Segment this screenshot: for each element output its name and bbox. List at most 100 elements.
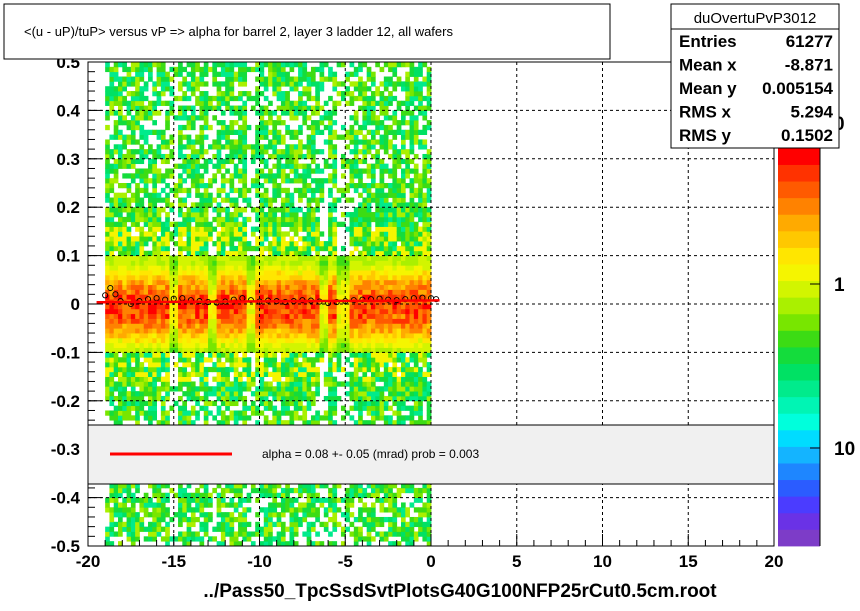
- heatmap-cell: [148, 163, 153, 169]
- heatmap-cell: [379, 274, 385, 281]
- heatmap-cell: [246, 371, 252, 377]
- heatmap-cell: [135, 304, 140, 310]
- heatmap-cell: [152, 492, 157, 498]
- heatmap-cell: [105, 187, 110, 194]
- heatmap-cell: [148, 279, 153, 286]
- heatmap-cell: [358, 395, 363, 402]
- heatmap-cell: [122, 197, 127, 203]
- heatmap-cell: [220, 241, 226, 247]
- heatmap-cell: [212, 362, 218, 368]
- heatmap-cell: [302, 62, 308, 68]
- heatmap-cell: [306, 347, 312, 353]
- heatmap-cell: [289, 149, 295, 155]
- heatmap-cell: [118, 265, 123, 271]
- heatmap-cell: [178, 197, 183, 203]
- heatmap-cell: [130, 255, 136, 261]
- heatmap-cell: [139, 507, 145, 513]
- heatmap-cell: [302, 507, 308, 513]
- heatmap-cell: [370, 216, 376, 223]
- heatmap-cell: [276, 115, 282, 121]
- heatmap-cell: [148, 502, 153, 508]
- heatmap-cell: [190, 279, 196, 286]
- heatmap-cell: [379, 405, 385, 411]
- heatmap-cell: [383, 231, 389, 237]
- heatmap-cell: [353, 279, 359, 286]
- heatmap-cell: [255, 212, 260, 218]
- heatmap-cell: [358, 391, 363, 397]
- heatmap-cell: [208, 318, 213, 324]
- heatmap-cell: [358, 512, 363, 518]
- heatmap-cell: [195, 497, 200, 503]
- heatmap-cell: [229, 381, 235, 387]
- heatmap-cell: [186, 507, 192, 513]
- heatmap-cell: [353, 221, 359, 227]
- heatmap-cell: [238, 526, 243, 532]
- heatmap-cell: [148, 202, 153, 208]
- heatmap-cell: [280, 153, 286, 160]
- heatmap-cell: [152, 265, 157, 271]
- heatmap-cell: [323, 289, 329, 295]
- heatmap-cell: [212, 308, 218, 315]
- heatmap-cell: [272, 245, 278, 252]
- heatmap-cell: [186, 231, 192, 237]
- heatmap-cell: [289, 274, 295, 281]
- heatmap-cell: [105, 323, 110, 329]
- heatmap-cell: [113, 71, 119, 77]
- heatmap-cell: [190, 255, 196, 261]
- heatmap-cell: [310, 395, 316, 402]
- heatmap-cell: [358, 347, 363, 353]
- heatmap-cell: [178, 502, 183, 508]
- heatmap-cell: [212, 115, 218, 121]
- heatmap-cell: [272, 410, 278, 416]
- heatmap-cell: [225, 168, 230, 174]
- heatmap-cell: [143, 507, 149, 513]
- heatmap-cell: [122, 158, 127, 165]
- heatmap-cell: [383, 144, 389, 150]
- heatmap-cell: [190, 163, 196, 169]
- heatmap-cell: [203, 197, 209, 203]
- heatmap-cell: [255, 129, 260, 135]
- heatmap-cell: [130, 260, 136, 266]
- heatmap-cell: [238, 62, 243, 68]
- heatmap-cell: [306, 139, 312, 145]
- heatmap-cell: [173, 536, 179, 542]
- heatmap-cell: [358, 279, 363, 286]
- heatmap-cell: [263, 386, 269, 392]
- heatmap-cell: [169, 100, 175, 106]
- heatmap-cell: [156, 333, 162, 339]
- heatmap-cell: [238, 328, 243, 334]
- heatmap-cell: [156, 207, 162, 213]
- heatmap-cell: [242, 231, 248, 237]
- heatmap-cell: [203, 95, 209, 102]
- heatmap-cell: [242, 158, 248, 165]
- heatmap-cell: [148, 197, 153, 203]
- heatmap-cell: [195, 241, 200, 247]
- heatmap-cell: [379, 255, 385, 261]
- heatmap-cell: [143, 81, 149, 87]
- heatmap-cell: [289, 294, 295, 300]
- heatmap-cell: [229, 400, 235, 407]
- heatmap-cell: [332, 289, 338, 295]
- heatmap-cell: [233, 236, 239, 242]
- heatmap-cell: [285, 541, 290, 547]
- heatmap-cell: [298, 105, 303, 111]
- heatmap-cell: [353, 260, 359, 266]
- heatmap-cell: [272, 420, 278, 426]
- heatmap-cell: [186, 81, 192, 87]
- heatmap-cell: [328, 173, 333, 179]
- heatmap-cell: [345, 313, 350, 319]
- heatmap-cell: [272, 333, 278, 339]
- heatmap-cell: [306, 95, 312, 102]
- heatmap-cell: [353, 366, 359, 373]
- heatmap-cell: [169, 323, 175, 329]
- heatmap-cell: [225, 241, 230, 247]
- heatmap-cell: [366, 202, 372, 208]
- heatmap-cell: [298, 216, 303, 223]
- heatmap-cell: [212, 270, 218, 276]
- heatmap-cell: [285, 158, 290, 165]
- heatmap-cell: [332, 313, 338, 319]
- heatmap-cell: [353, 541, 359, 547]
- heatmap-cell: [358, 81, 363, 87]
- heatmap-cell: [203, 163, 209, 169]
- heatmap-cell: [263, 134, 269, 140]
